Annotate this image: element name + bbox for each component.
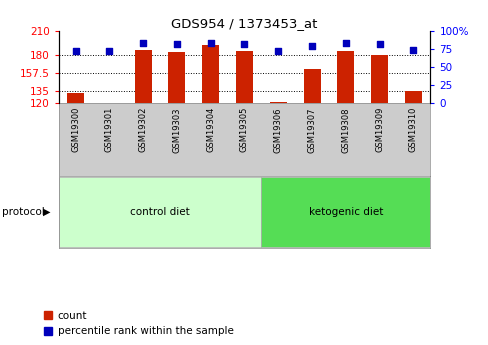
Bar <box>168 52 185 104</box>
Bar <box>370 55 387 104</box>
Text: GSM19309: GSM19309 <box>374 107 384 152</box>
Bar <box>202 45 219 104</box>
Point <box>307 43 315 49</box>
Point <box>341 41 349 46</box>
Point <box>240 41 248 47</box>
Bar <box>59 177 261 247</box>
Text: GSM19310: GSM19310 <box>408 107 417 152</box>
Point <box>139 41 147 46</box>
Bar <box>404 91 421 104</box>
Text: ketogenic diet: ketogenic diet <box>308 207 382 217</box>
Point <box>173 41 181 47</box>
Text: GSM19300: GSM19300 <box>71 107 80 152</box>
Bar <box>236 51 252 104</box>
Text: GSM19304: GSM19304 <box>206 107 215 152</box>
Title: GDS954 / 1373453_at: GDS954 / 1373453_at <box>171 17 317 30</box>
Bar <box>261 177 429 247</box>
Text: GSM19305: GSM19305 <box>240 107 248 152</box>
Text: ▶: ▶ <box>42 207 50 217</box>
Bar <box>303 69 320 104</box>
Bar <box>337 51 354 104</box>
Point <box>408 47 416 53</box>
Bar <box>134 50 151 104</box>
Point <box>206 41 214 46</box>
Legend: count, percentile rank within the sample: count, percentile rank within the sample <box>44 311 233 336</box>
Bar <box>269 102 286 104</box>
Text: GSM19307: GSM19307 <box>307 107 316 152</box>
Text: protocol: protocol <box>2 207 45 217</box>
Point <box>72 48 80 53</box>
Text: GSM19306: GSM19306 <box>273 107 282 152</box>
Text: control diet: control diet <box>130 207 189 217</box>
Text: GSM19302: GSM19302 <box>139 107 147 152</box>
Text: GSM19303: GSM19303 <box>172 107 181 152</box>
Point <box>274 48 282 53</box>
Text: GSM19308: GSM19308 <box>341 107 349 152</box>
Bar <box>101 103 118 104</box>
Point <box>375 41 383 47</box>
Point <box>105 49 113 54</box>
Text: GSM19301: GSM19301 <box>104 107 114 152</box>
Bar <box>67 93 84 104</box>
